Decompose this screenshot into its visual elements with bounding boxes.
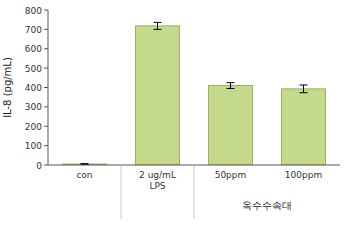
group-label: 옥수수속대 [242,200,292,211]
y-tick-label: 700 [25,25,42,35]
x-tick-label: 2 ug/mLLPS [139,170,176,191]
y-tick-label: 500 [25,64,42,74]
y-tick [44,106,48,107]
x-tick-label-line: 50ppm [215,170,247,180]
error-bar [227,83,235,89]
y-tick [44,87,48,88]
error-bar-cap [154,29,162,30]
y-tick-label: 200 [25,122,42,132]
x-tick-label: 100ppm [285,170,322,180]
y-tick-label: 300 [25,102,42,112]
bar [282,89,326,165]
x-tick-label-line: con [76,170,92,180]
bar [136,26,180,165]
y-tick-label: 100 [25,141,42,151]
group-separator [121,165,122,219]
error-bar-cap [154,22,162,23]
y-tick [44,29,48,30]
group-separator [194,165,195,219]
chart-container: 0 100 200 300 400 500 600 700 800 con 2 ug/mLLPS 50… [0,0,348,227]
y-tick-label: 0 [36,161,42,171]
chart-svg: 0 100 200 300 400 500 600 700 800 con 2 ug/mLLPS 50… [0,0,348,227]
y-tick-label: 800 [25,6,42,16]
error-bar-line [230,83,231,89]
error-bar [300,85,308,93]
bar [209,86,253,165]
bars [63,22,326,165]
y-tick [44,145,48,146]
y-tick-label: 400 [25,83,42,93]
error-bar [154,22,162,29]
y-tick [44,48,48,49]
y-axis [48,10,49,165]
error-bar-line [303,85,304,93]
y-axis-label: IL-8 (pg/mL) [2,57,13,118]
x-tick-label: 50ppm [215,170,247,180]
y-tick [44,165,48,166]
x-tick-label-line: 2 ug/mL [139,170,176,180]
x-tick-label: con [76,170,92,180]
y-tick [44,10,48,11]
y-tick-label: 600 [25,44,42,54]
y-tick [44,68,48,69]
y-tick [44,126,48,127]
error-bar-cap [227,82,235,83]
error-bar-cap [300,84,308,85]
error-bar-cap [300,92,308,93]
error-bar-cap [227,88,235,89]
x-tick-label-line: LPS [149,181,165,191]
error-bar-line [157,22,158,29]
error-bar-cap [81,163,89,164]
x-tick-label-line: 100ppm [285,170,322,180]
